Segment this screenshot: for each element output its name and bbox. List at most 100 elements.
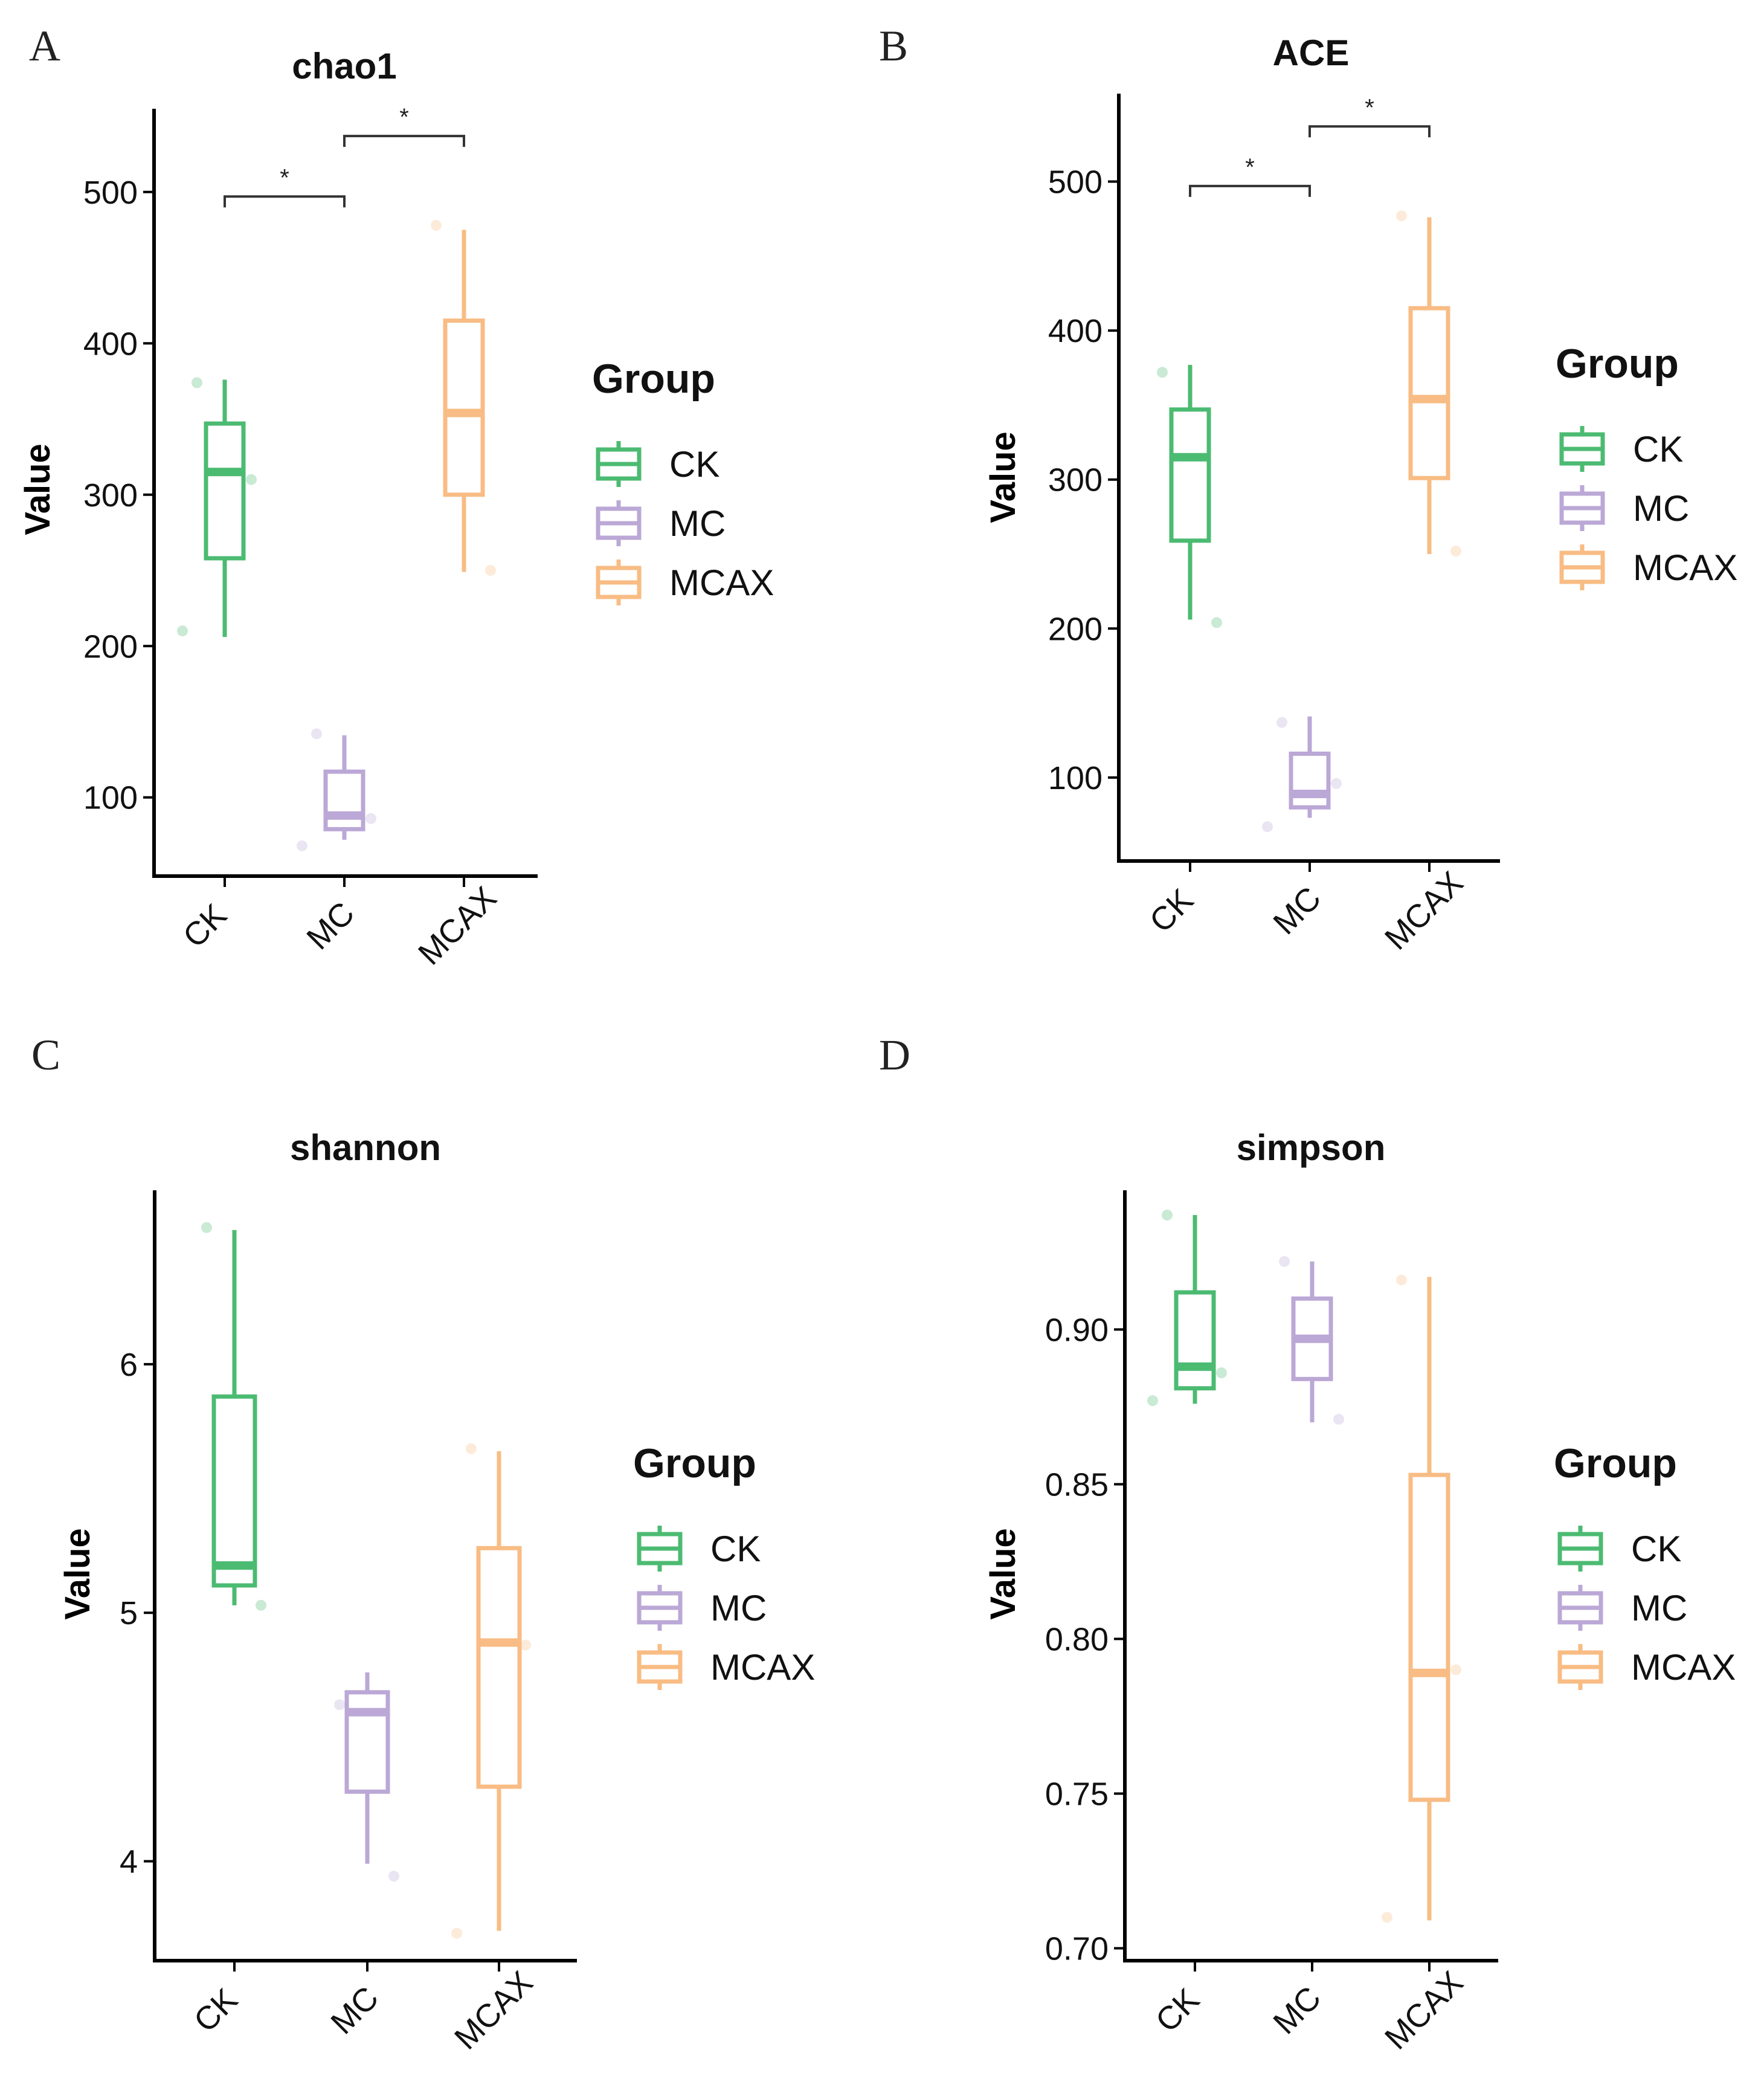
data-point-b-mc [1276,717,1287,728]
data-point-d-ck [1147,1395,1158,1407]
y-tick-label-c: 5 [120,1595,138,1631]
significance-label-b: * [1245,154,1255,181]
y-tick-label-a: 100 [83,780,138,816]
y-tick-label-d: 0.75 [1045,1776,1109,1812]
box-b-ck [1169,407,1211,543]
y-tick-label-d: 0.70 [1045,1931,1109,1967]
y-tick-label-d: 0.90 [1045,1312,1109,1348]
significance-bracket-a [224,195,346,208]
legend-title-d: Group [1554,1440,1677,1486]
data-point-a-ck [177,625,188,637]
x-tick-label-d: CK [1149,1982,1206,2039]
data-point-c-mc [334,1699,345,1711]
legend-label-b-ck: CK [1633,429,1683,469]
y-tick-label-b: 500 [1048,164,1102,200]
box-d-ck [1174,1290,1216,1391]
data-point-a-ck [246,474,257,485]
x-tick-label-b: MCAX [1378,865,1470,957]
y-tick-label-b: 100 [1048,760,1102,796]
y-tick-label-a: 200 [83,628,138,665]
y-axis-label-c: Value [58,1528,97,1620]
y-axis-label-a: Value [18,443,57,535]
y-tick-label-c: 6 [120,1347,138,1383]
data-point-d-mc [1333,1413,1344,1425]
data-point-d-ck [1216,1367,1227,1379]
legend-label-d-ck: CK [1631,1529,1681,1569]
x-tick-label-c: MC [324,1979,385,2041]
data-point-b-ck [1211,617,1222,628]
chart-title-b: ACE [1273,33,1350,73]
panel-label-d: D [879,1031,910,1079]
data-point-a-mc [297,840,307,851]
legend-label-d-mcax: MCAX [1631,1647,1736,1688]
x-tick-label-c: CK [187,1982,245,2039]
data-point-a-ck [192,377,202,389]
legend-label-a-ck: CK [669,444,719,485]
data-point-a-mcax [485,565,496,576]
chart-title-c: shannon [290,1127,441,1168]
x-tick-label-b: CK [1143,882,1200,940]
legend-label-d-mc: MC [1631,1588,1687,1628]
panel-label-c: C [31,1031,60,1079]
y-tick-label-a: 300 [83,477,138,514]
data-point-c-ck [201,1222,212,1233]
x-tick-label-d: MCAX [1378,1964,1470,2057]
significance-label-a: * [280,164,289,191]
data-point-d-mc [1279,1256,1290,1267]
chart-title-d: simpson [1237,1127,1386,1168]
significance-bracket-b [1309,125,1431,138]
legend-title-c: Group [633,1440,756,1486]
data-point-b-mc [1331,778,1342,789]
y-axis-label-b: Value [983,431,1023,523]
box-a-mcax [443,318,485,497]
data-point-b-mcax [1396,210,1407,222]
data-point-c-ck [256,1599,266,1611]
significance-label-a: * [399,104,409,131]
x-tick-label-d: MC [1266,1979,1328,2041]
significance-bracket-b [1189,184,1311,197]
y-tick-label-d: 0.85 [1045,1466,1109,1503]
data-point-b-ck [1157,367,1168,378]
x-tick-label-b: MC [1266,880,1328,941]
box-c-mcax [476,1546,522,1789]
box-a-mc [323,769,365,831]
y-tick-label-d: 0.80 [1045,1621,1109,1657]
legend-label-c-mcax: MCAX [710,1647,815,1688]
data-point-a-mcax [431,219,442,231]
data-point-a-mc [311,728,322,740]
legend-label-a-mc: MC [669,503,726,544]
y-axis-label-d: Value [983,1528,1023,1620]
box-d-mcax [1408,1472,1450,1802]
x-tick-label-a: MC [300,895,361,956]
legend-label-c-ck: CK [710,1529,761,1569]
y-tick-label-b: 300 [1048,462,1102,498]
data-point-b-mc [1262,821,1273,833]
significance-bracket-a [343,135,465,147]
y-tick-label-b: 200 [1048,611,1102,647]
y-tick-label-a: 500 [83,175,138,211]
data-point-c-mc [388,1871,399,1882]
data-point-d-mcax [1450,1664,1461,1675]
data-point-b-mcax [1450,546,1461,557]
legend-label-a-mcax: MCAX [669,563,774,603]
data-point-c-mcax [451,1927,462,1939]
legend-title-b: Group [1556,341,1679,387]
box-b-mc [1289,751,1331,810]
data-point-d-ck [1162,1209,1173,1221]
box-a-ck [204,421,246,561]
data-point-c-mcax [466,1443,477,1454]
legend-label-b-mcax: MCAX [1633,547,1737,588]
data-point-d-mcax [1382,1912,1392,1923]
y-tick-label-b: 400 [1048,313,1102,349]
legend-label-b-mc: MC [1633,488,1689,529]
data-point-c-mcax [520,1639,531,1651]
x-tick-label-a: CK [176,897,234,955]
box-b-mcax [1408,306,1450,480]
x-tick-label-c: MCAX [448,1964,540,2057]
box-c-mc [344,1690,390,1794]
chart-title-a: chao1 [292,46,396,86]
panel-label-b: B [879,22,908,70]
data-point-a-mc [365,813,376,824]
y-tick-label-a: 400 [83,326,138,362]
